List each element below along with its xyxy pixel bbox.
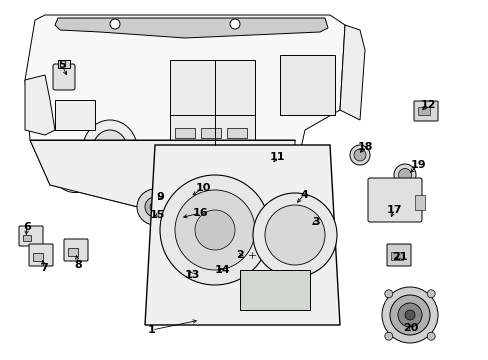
PathPatch shape	[30, 140, 294, 215]
Circle shape	[252, 193, 336, 277]
Bar	[216, 250, 232, 258]
Circle shape	[384, 290, 392, 298]
Circle shape	[175, 190, 254, 270]
FancyBboxPatch shape	[413, 101, 437, 121]
Bar	[226, 128, 246, 138]
Circle shape	[181, 208, 184, 212]
Text: 15: 15	[149, 210, 164, 220]
Text: 11: 11	[269, 152, 284, 162]
Text: 20: 20	[403, 323, 418, 333]
FancyBboxPatch shape	[147, 201, 167, 219]
PathPatch shape	[55, 18, 327, 38]
Bar	[23, 235, 31, 241]
Circle shape	[246, 250, 257, 260]
Circle shape	[137, 189, 173, 225]
Bar	[58, 60, 70, 68]
Bar	[175, 128, 195, 138]
Text: 14: 14	[214, 265, 229, 275]
Ellipse shape	[398, 168, 411, 181]
Circle shape	[150, 202, 160, 212]
Bar	[390, 252, 402, 260]
Circle shape	[145, 197, 164, 217]
FancyBboxPatch shape	[306, 215, 325, 231]
Text: 9: 9	[156, 192, 163, 202]
Text: 12: 12	[419, 100, 435, 110]
Text: 2: 2	[236, 250, 244, 260]
Circle shape	[160, 175, 269, 285]
Circle shape	[384, 332, 392, 340]
Ellipse shape	[55, 157, 95, 193]
PathPatch shape	[25, 15, 345, 215]
PathPatch shape	[339, 25, 364, 120]
FancyBboxPatch shape	[64, 239, 88, 261]
Bar	[310, 219, 320, 225]
Text: 5: 5	[58, 60, 66, 70]
Bar	[269, 158, 278, 164]
Text: 21: 21	[391, 252, 407, 262]
Bar	[68, 248, 78, 256]
Circle shape	[381, 287, 437, 343]
Text: 17: 17	[386, 205, 401, 215]
Bar	[240, 270, 309, 310]
Ellipse shape	[349, 145, 369, 165]
Text: 19: 19	[409, 160, 425, 170]
Text: 10: 10	[195, 183, 210, 193]
FancyBboxPatch shape	[386, 244, 410, 266]
FancyBboxPatch shape	[182, 187, 202, 205]
Circle shape	[397, 303, 421, 327]
FancyBboxPatch shape	[53, 64, 75, 90]
Bar	[417, 107, 429, 115]
Bar	[414, 195, 424, 210]
FancyBboxPatch shape	[367, 178, 421, 222]
Circle shape	[404, 310, 414, 320]
Ellipse shape	[92, 130, 127, 170]
Circle shape	[195, 210, 235, 250]
Bar	[170, 60, 254, 145]
Text: 8: 8	[74, 260, 81, 270]
Circle shape	[264, 205, 325, 265]
FancyBboxPatch shape	[265, 152, 285, 169]
FancyBboxPatch shape	[29, 244, 53, 266]
Text: 3: 3	[311, 217, 319, 227]
FancyBboxPatch shape	[174, 205, 196, 219]
Bar	[201, 128, 221, 138]
FancyBboxPatch shape	[212, 255, 237, 279]
Bar	[55, 100, 95, 130]
Circle shape	[185, 208, 190, 212]
PathPatch shape	[145, 145, 339, 325]
Text: 1: 1	[148, 325, 156, 335]
Circle shape	[427, 290, 434, 298]
Circle shape	[229, 19, 240, 29]
Ellipse shape	[393, 164, 415, 186]
Bar	[33, 253, 43, 261]
Ellipse shape	[353, 149, 365, 161]
Text: 18: 18	[357, 142, 372, 152]
Circle shape	[427, 332, 434, 340]
Bar	[185, 252, 203, 260]
Text: 6: 6	[23, 222, 31, 232]
Bar	[185, 192, 196, 200]
FancyBboxPatch shape	[182, 257, 206, 281]
Circle shape	[110, 19, 120, 29]
Circle shape	[389, 295, 429, 335]
Bar	[280, 55, 334, 115]
Text: 16: 16	[192, 208, 207, 218]
PathPatch shape	[25, 75, 55, 135]
Text: 4: 4	[300, 190, 307, 200]
Ellipse shape	[82, 120, 137, 180]
Text: 7: 7	[40, 263, 48, 273]
Circle shape	[176, 208, 180, 212]
Text: 13: 13	[184, 270, 199, 280]
FancyBboxPatch shape	[19, 226, 43, 246]
